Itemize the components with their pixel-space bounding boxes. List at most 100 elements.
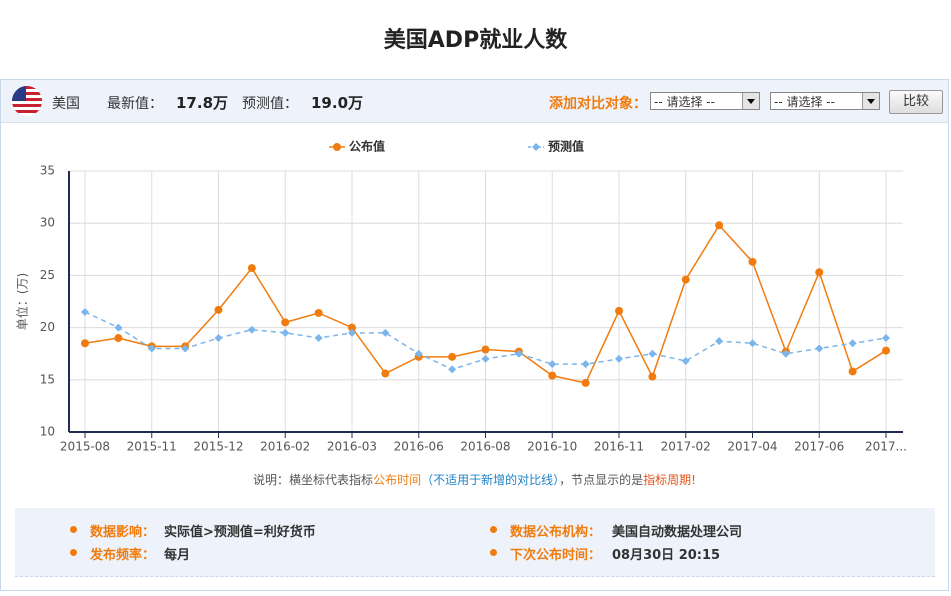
point bbox=[114, 334, 123, 343]
legend-marker bbox=[333, 143, 341, 151]
y-tick-label: 15 bbox=[40, 372, 55, 386]
point bbox=[848, 367, 857, 376]
point bbox=[615, 354, 623, 363]
note-text: 说明：横坐标代表指标 bbox=[253, 473, 374, 487]
legend-label: 预测值 bbox=[548, 139, 584, 154]
select-text: -- 请选择 -- bbox=[774, 95, 835, 109]
x-tick-label: 2016-06 bbox=[394, 440, 444, 454]
compare-select[interactable]: -- 请选择 -- bbox=[770, 92, 880, 110]
point bbox=[648, 372, 657, 381]
point bbox=[681, 275, 690, 284]
info-value: 08月30日 20:15 bbox=[612, 548, 721, 563]
point bbox=[481, 345, 490, 354]
forecast-value: 19.0万 bbox=[311, 94, 364, 112]
y-tick-label: 25 bbox=[40, 268, 55, 282]
y-tick-label: 10 bbox=[40, 425, 55, 439]
x-tick-label: 2016-08 bbox=[460, 440, 510, 454]
point bbox=[715, 221, 724, 230]
point bbox=[848, 339, 857, 348]
select-text: -- 请选择 -- bbox=[654, 95, 715, 109]
forecast-label: 预测值： bbox=[242, 96, 298, 112]
compare-label: 添加对比对象： bbox=[549, 96, 647, 112]
point bbox=[147, 344, 156, 353]
note-text: 公布时间 bbox=[373, 473, 422, 487]
y-tick-label: 35 bbox=[40, 164, 55, 178]
info-label: 下次公布时间： bbox=[510, 548, 602, 563]
point bbox=[348, 323, 356, 332]
y-axis-title: 单位：(万) bbox=[15, 273, 30, 330]
x-tick-label: 2015-12 bbox=[193, 440, 243, 454]
point bbox=[481, 354, 490, 363]
x-tick-label: 2016-03 bbox=[327, 440, 377, 454]
info-value: 美国自动数据处理公司 bbox=[612, 525, 743, 540]
point bbox=[348, 328, 356, 337]
point bbox=[882, 346, 890, 355]
chart: 10 15 20 25 30 35 2015-08 2015-11 2015-12 2016-02… bbox=[15, 139, 907, 454]
latest-value: 17.8万 bbox=[176, 94, 229, 112]
point bbox=[81, 339, 89, 348]
page-title: 美国ADP就业人数 bbox=[383, 28, 568, 53]
point bbox=[114, 323, 123, 332]
point bbox=[448, 352, 457, 361]
point bbox=[181, 344, 190, 353]
point bbox=[247, 325, 256, 334]
info-value: 实际值>预测值=利好货币 bbox=[164, 525, 316, 540]
legend-marker bbox=[532, 143, 540, 151]
header-bar: 美国 最新值： 17.8万 预测值： 19.0万 添加对比对象： -- 请选择 … bbox=[1, 80, 948, 123]
point bbox=[247, 264, 256, 273]
point bbox=[414, 349, 423, 358]
x-tick-label: 2017... bbox=[865, 440, 907, 454]
point bbox=[281, 328, 290, 337]
indicator-panel: 美国 最新值： 17.8万 预测值： 19.0万 添加对比对象： -- 请选择 … bbox=[0, 79, 949, 591]
info-label: 数据公布机构： bbox=[510, 525, 602, 540]
x-tick-label: 2017-02 bbox=[661, 440, 711, 454]
legend-label: 公布值 bbox=[349, 139, 385, 154]
point bbox=[214, 334, 223, 343]
bullet bbox=[70, 549, 77, 556]
x-tick-label: 2015-08 bbox=[60, 440, 110, 454]
bullet bbox=[490, 549, 497, 556]
point bbox=[81, 307, 89, 316]
point bbox=[381, 369, 390, 378]
x-tick-label: 2017-04 bbox=[727, 440, 777, 454]
note-text: 指标周期 bbox=[643, 473, 692, 487]
info-label: 数据影响： bbox=[90, 525, 156, 540]
compare-select[interactable]: -- 请选择 -- bbox=[650, 92, 760, 110]
point bbox=[548, 371, 557, 380]
point bbox=[748, 339, 757, 348]
point bbox=[548, 360, 557, 369]
point bbox=[448, 365, 457, 374]
x-tick-label: 2016-11 bbox=[594, 440, 644, 454]
point bbox=[681, 357, 690, 366]
y-tick-label: 20 bbox=[40, 320, 55, 334]
x-tick-label: 2017-06 bbox=[794, 440, 844, 454]
info-value: 每月 bbox=[164, 548, 191, 563]
point bbox=[648, 349, 657, 358]
compare-button[interactable]: 比较 bbox=[889, 90, 943, 114]
note-text: ，节点显示的是 bbox=[559, 473, 644, 487]
note-text: ! bbox=[691, 473, 696, 487]
point bbox=[815, 268, 824, 277]
point bbox=[748, 257, 757, 266]
chart-note: 说明：横坐标代表指标公布时间（不适用于新增的对比线），节点显示的是指标周期! bbox=[1, 471, 948, 488]
point bbox=[882, 334, 890, 343]
point bbox=[281, 318, 290, 327]
us-flag bbox=[12, 86, 42, 116]
info-label: 发布频率： bbox=[90, 548, 156, 563]
point bbox=[781, 349, 790, 358]
bullet bbox=[490, 526, 497, 533]
x-tick-label: 2015-11 bbox=[127, 440, 177, 454]
point bbox=[581, 378, 590, 387]
point bbox=[314, 334, 323, 343]
info-box: 数据影响： 实际值>预测值=利好货币 数据公布机构： 美国自动数据处理公司 发布… bbox=[15, 508, 935, 577]
point bbox=[314, 308, 323, 317]
note-text: （不适用于新增的对比线） bbox=[421, 473, 560, 487]
latest-label: 最新值： bbox=[107, 96, 163, 112]
point bbox=[581, 360, 590, 369]
point bbox=[615, 306, 623, 315]
point bbox=[715, 337, 724, 346]
country: 美国 bbox=[52, 96, 80, 112]
point bbox=[214, 305, 223, 314]
x-tick-label: 2016-10 bbox=[527, 440, 577, 454]
